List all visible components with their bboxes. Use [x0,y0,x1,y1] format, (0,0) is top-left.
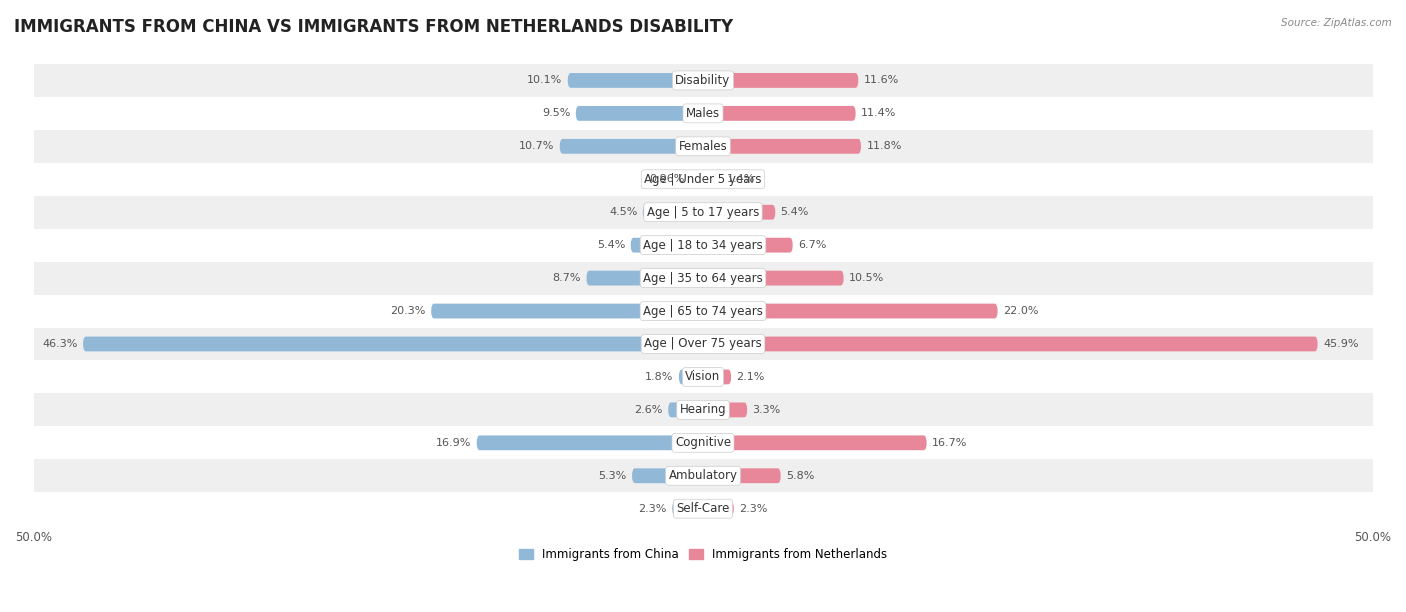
Text: 1.4%: 1.4% [727,174,755,184]
FancyBboxPatch shape [703,237,793,253]
Text: 6.7%: 6.7% [799,240,827,250]
Bar [34,229,1372,261]
Text: 5.8%: 5.8% [786,471,814,481]
Bar [34,294,1372,327]
FancyBboxPatch shape [703,435,927,450]
Text: Males: Males [686,107,720,120]
Bar [34,261,1372,294]
Bar [34,97,1372,130]
Text: IMMIGRANTS FROM CHINA VS IMMIGRANTS FROM NETHERLANDS DISABILITY: IMMIGRANTS FROM CHINA VS IMMIGRANTS FROM… [14,18,733,36]
Bar [34,327,1372,360]
Bar [34,196,1372,229]
Text: 5.4%: 5.4% [598,240,626,250]
Text: 20.3%: 20.3% [391,306,426,316]
FancyBboxPatch shape [668,403,703,417]
Text: 5.3%: 5.3% [599,471,627,481]
Text: 10.7%: 10.7% [519,141,554,151]
Legend: Immigrants from China, Immigrants from Netherlands: Immigrants from China, Immigrants from N… [515,543,891,565]
Bar [34,394,1372,427]
FancyBboxPatch shape [568,73,703,88]
FancyBboxPatch shape [432,304,703,318]
FancyBboxPatch shape [576,106,703,121]
FancyBboxPatch shape [477,435,703,450]
FancyBboxPatch shape [703,337,1317,351]
FancyBboxPatch shape [633,468,703,483]
Text: Age | 5 to 17 years: Age | 5 to 17 years [647,206,759,218]
Text: 16.9%: 16.9% [436,438,471,448]
Text: 4.5%: 4.5% [609,207,637,217]
Text: 0.96%: 0.96% [650,174,685,184]
Bar [34,64,1372,97]
FancyBboxPatch shape [586,271,703,286]
Text: 2.1%: 2.1% [737,372,765,382]
FancyBboxPatch shape [703,271,844,286]
FancyBboxPatch shape [631,237,703,253]
Text: 9.5%: 9.5% [543,108,571,118]
Text: Hearing: Hearing [679,403,727,416]
FancyBboxPatch shape [679,370,703,384]
Text: 11.6%: 11.6% [863,75,898,86]
Text: Age | Under 5 years: Age | Under 5 years [644,173,762,186]
Bar [34,163,1372,196]
FancyBboxPatch shape [703,501,734,516]
Text: 11.4%: 11.4% [860,108,897,118]
Text: 2.3%: 2.3% [638,504,666,513]
Text: Age | 18 to 34 years: Age | 18 to 34 years [643,239,763,252]
Text: 5.4%: 5.4% [780,207,808,217]
Text: 3.3%: 3.3% [752,405,780,415]
FancyBboxPatch shape [703,139,860,154]
FancyBboxPatch shape [703,468,780,483]
Bar [34,492,1372,525]
Text: Source: ZipAtlas.com: Source: ZipAtlas.com [1281,18,1392,28]
FancyBboxPatch shape [83,337,703,351]
Text: Ambulatory: Ambulatory [668,469,738,482]
Bar [34,459,1372,492]
Bar [34,427,1372,459]
FancyBboxPatch shape [703,172,721,187]
FancyBboxPatch shape [643,205,703,220]
FancyBboxPatch shape [703,403,747,417]
FancyBboxPatch shape [703,73,858,88]
Text: Age | 65 to 74 years: Age | 65 to 74 years [643,305,763,318]
Text: 16.7%: 16.7% [932,438,967,448]
Text: 2.6%: 2.6% [634,405,662,415]
FancyBboxPatch shape [672,501,703,516]
Text: 1.8%: 1.8% [645,372,673,382]
Text: Disability: Disability [675,74,731,87]
FancyBboxPatch shape [690,172,703,187]
Text: 22.0%: 22.0% [1002,306,1039,316]
FancyBboxPatch shape [703,106,856,121]
Text: 45.9%: 45.9% [1323,339,1358,349]
Text: Self-Care: Self-Care [676,502,730,515]
Text: Age | Over 75 years: Age | Over 75 years [644,337,762,351]
Text: Vision: Vision [685,370,721,384]
Text: 10.5%: 10.5% [849,273,884,283]
FancyBboxPatch shape [703,205,775,220]
Text: 10.1%: 10.1% [527,75,562,86]
FancyBboxPatch shape [703,370,731,384]
Text: 2.3%: 2.3% [740,504,768,513]
Text: Age | 35 to 64 years: Age | 35 to 64 years [643,272,763,285]
Bar [34,130,1372,163]
Text: 46.3%: 46.3% [42,339,77,349]
Text: Cognitive: Cognitive [675,436,731,449]
FancyBboxPatch shape [560,139,703,154]
Text: 8.7%: 8.7% [553,273,581,283]
Bar [34,360,1372,394]
Text: 11.8%: 11.8% [866,141,901,151]
Text: Females: Females [679,140,727,153]
FancyBboxPatch shape [703,304,998,318]
